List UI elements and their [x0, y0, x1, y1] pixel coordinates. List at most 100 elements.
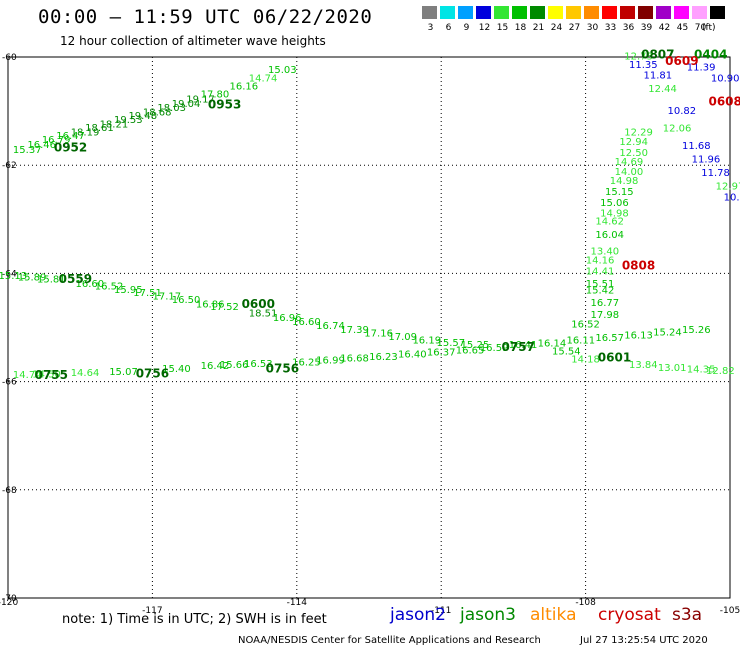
wave-height-value: 16.52	[95, 282, 124, 293]
pass-time-label: 0757	[502, 340, 535, 354]
wave-height-value: 14.98	[600, 209, 629, 220]
color-swatch	[440, 6, 455, 19]
wave-height-value: 16.25	[292, 357, 321, 368]
legend-jason2: jason2	[390, 605, 446, 625]
color-swatch	[674, 6, 689, 19]
map-frame	[7, 56, 731, 599]
wave-height-value: 17.09	[388, 332, 417, 343]
wave-height-value: 18.03	[157, 103, 186, 114]
wave-height-value: 18.51	[249, 309, 278, 320]
wave-height-value: 16.79	[42, 135, 71, 146]
wave-height-value: 18.61	[85, 123, 114, 134]
wave-height-value: 15.40	[162, 364, 191, 375]
wave-height-value: 16.74	[316, 321, 345, 332]
pass-time-label: 0756	[266, 361, 299, 375]
latitude-tick-label: -70	[2, 594, 17, 604]
credit-line: NOAA/NESDIS Center for Satellite Applica…	[238, 635, 541, 646]
wave-height-value: 17.16	[364, 329, 393, 340]
wave-height-value: 16.40	[398, 349, 427, 360]
pass-time-label: 0601	[598, 351, 631, 365]
wave-height-value: 16.59	[480, 343, 509, 354]
wave-height-value: 15.15	[605, 187, 634, 198]
map-title: 00:00 – 11:59 UTC 06/22/2020	[38, 6, 373, 28]
wave-height-value: 15.25	[461, 340, 490, 351]
wave-height-value: 14.64	[71, 368, 100, 379]
wave-height-value: 16.96	[273, 313, 302, 324]
wave-height-value: 17.52	[210, 302, 239, 313]
wave-height-value: 11.96	[692, 154, 721, 165]
legend-jason3: jason3	[460, 605, 516, 625]
wave-height-value: 15.13	[0, 271, 27, 282]
latitude-tick-label: -64	[2, 269, 17, 279]
color-scale-label: 27	[568, 23, 581, 33]
wave-height-value: 16.41	[509, 340, 538, 351]
wave-height-value: 14.69	[615, 157, 644, 168]
wave-height-value: 14.74	[13, 370, 42, 381]
wave-height-value: 13.84	[629, 360, 658, 371]
color-swatch	[656, 6, 671, 19]
color-swatch	[494, 6, 509, 19]
wave-height-value: 15.42	[586, 285, 615, 296]
wave-height-value: 11.39	[687, 63, 716, 74]
wave-height-value: 19.53	[114, 115, 143, 126]
pass-time-label: 0953	[208, 97, 241, 111]
wave-height-value: 14.41	[586, 266, 615, 277]
wave-height-value: 15.81	[37, 275, 66, 286]
wave-height-value: 15.37	[13, 145, 42, 156]
wave-height-value: 12.82	[706, 366, 735, 377]
color-scale-label: 39	[640, 23, 653, 33]
wave-height-value: 10.8	[724, 192, 740, 203]
wave-height-value: 15.07	[109, 367, 138, 378]
pass-time-label: 0952	[54, 141, 87, 155]
wave-height-value: 14.16	[586, 256, 615, 267]
wave-height-value: 19.17	[186, 94, 215, 105]
wave-height-value: 16.52	[571, 320, 600, 331]
wave-height-value: 14.18	[571, 355, 600, 366]
wave-height-value: 16.77	[591, 298, 620, 309]
wave-height-value: 16.86	[196, 299, 225, 310]
wave-height-value: 18.68	[143, 107, 172, 118]
wave-height-value: 16.60	[292, 317, 321, 328]
wave-height-value: 10.82	[668, 106, 697, 117]
wave-height-value: 15.57	[437, 338, 466, 349]
wave-height-value: 15.54	[552, 347, 581, 358]
longitude-tick-label: -114	[287, 598, 308, 608]
wave-height-value: 14.35	[687, 364, 716, 375]
wave-height-value: 16.47	[56, 131, 85, 142]
wave-height-value: 11.35	[629, 60, 658, 71]
wave-height-value: 18.21	[100, 119, 129, 130]
pass-time-label: 0404	[694, 48, 727, 62]
latitude-tick-label: -60	[2, 53, 17, 63]
legend-note: note: 1) Time is in UTC; 2) SWH is in fe…	[62, 612, 327, 627]
wave-height-value: 12.29	[624, 127, 653, 138]
color-scale-label: 12	[478, 23, 491, 33]
wave-height-value: 12.06	[663, 124, 692, 135]
color-scale-label: 33	[604, 23, 617, 33]
pass-time-label: 0807	[641, 48, 674, 62]
wave-height-value: 15.06	[600, 198, 629, 209]
wave-height-value: 16.65	[456, 345, 485, 356]
pass-time-label: 0755	[35, 368, 68, 382]
legend-altika: altika	[530, 605, 577, 625]
color-swatch	[512, 6, 527, 19]
wave-height-value: 12.50	[619, 148, 648, 159]
wave-height-value: 16.99	[316, 356, 345, 367]
wave-height-value: 16.14	[538, 338, 567, 349]
color-scale-label: 36	[622, 23, 635, 33]
color-scale-unit: (ft)	[702, 23, 716, 33]
wave-height-value: 16.04	[595, 230, 624, 241]
wave-height-value: 16.57	[595, 333, 624, 344]
wave-height-value: 16.23	[369, 352, 398, 363]
pass-time-label: 0559	[59, 272, 92, 286]
color-scale-label: 45	[676, 23, 689, 33]
color-swatch	[530, 6, 545, 19]
wave-height-value: 16.46	[27, 140, 56, 151]
wave-height-value: 14.50	[32, 369, 61, 380]
wave-height-value: 12.94	[619, 137, 648, 148]
wave-height-value: 14.74	[249, 73, 278, 84]
color-scale-label: 18	[514, 23, 527, 33]
wave-height-value: 16.42	[201, 361, 230, 372]
wave-height-value: 16.11	[566, 336, 595, 347]
wave-height-value: 17.98	[591, 310, 620, 321]
